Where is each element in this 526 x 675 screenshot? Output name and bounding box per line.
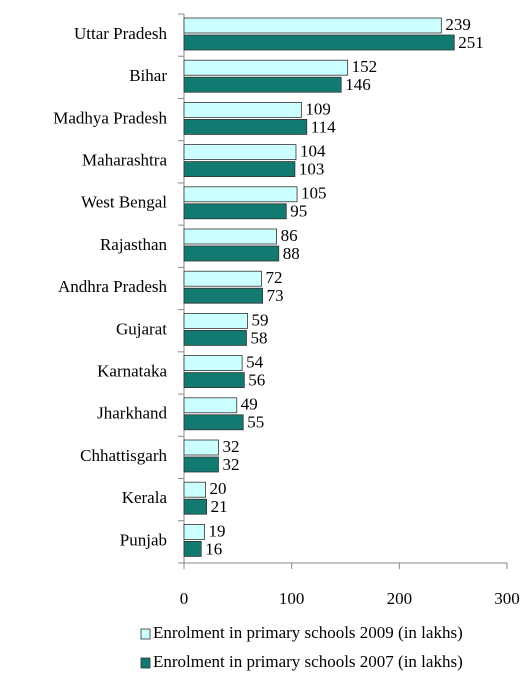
data-label: 49 <box>241 395 258 414</box>
bar <box>183 312 248 329</box>
data-label: 32 <box>222 455 239 474</box>
y-tick-label: Kerala <box>122 488 168 507</box>
y-tick-label: Uttar Pradesh <box>74 24 168 43</box>
bar <box>183 541 202 557</box>
y-tick-label: Gujarat <box>116 319 167 338</box>
x-tick-label: 0 <box>180 589 189 608</box>
bar <box>183 59 349 76</box>
bar <box>183 287 263 304</box>
bar <box>183 203 287 220</box>
bar <box>183 102 302 118</box>
data-label: 56 <box>248 371 265 390</box>
bar <box>183 456 219 473</box>
y-tick-label: Bihar <box>129 66 167 85</box>
data-label: 104 <box>300 142 326 161</box>
y-tick-label: West Bengal <box>81 193 167 212</box>
bar <box>183 524 205 540</box>
x-tick-label: 100 <box>279 589 305 608</box>
y-tick-label: Madhya Pradesh <box>53 108 167 127</box>
data-label: 19 <box>208 521 225 540</box>
data-label: 239 <box>445 15 471 34</box>
data-label: 105 <box>301 184 327 203</box>
bar <box>183 414 244 431</box>
bar <box>183 186 298 203</box>
bar <box>183 245 280 262</box>
data-label: 95 <box>290 202 307 221</box>
bar <box>183 144 297 161</box>
bar <box>183 228 277 245</box>
bar <box>183 34 455 51</box>
y-tick-label: Maharashtra <box>82 151 167 170</box>
data-label: 59 <box>252 310 269 329</box>
bar <box>183 76 342 93</box>
data-label: 103 <box>299 160 325 179</box>
data-label: 55 <box>247 413 264 432</box>
bar <box>183 119 308 135</box>
bar <box>183 270 262 287</box>
legend-marker <box>140 657 151 669</box>
data-label: 58 <box>250 328 267 347</box>
legend-label: Enrolment in primary schools 2009 (in la… <box>153 623 463 642</box>
bar <box>183 481 206 498</box>
x-tick-label: 200 <box>387 589 413 608</box>
data-label: 54 <box>246 353 264 372</box>
y-tick-label: Jharkhand <box>97 404 167 423</box>
bar <box>183 17 442 34</box>
data-label: 16 <box>205 539 222 558</box>
legend-marker <box>140 628 151 640</box>
y-tick-label: Punjab <box>120 530 167 549</box>
data-label: 86 <box>281 226 298 245</box>
bar <box>183 329 247 346</box>
data-label: 109 <box>305 99 331 118</box>
data-label: 72 <box>266 268 283 287</box>
y-tick-label: Rajasthan <box>100 235 168 254</box>
data-label: 152 <box>352 57 378 76</box>
bar <box>183 372 245 389</box>
data-label: 20 <box>210 479 227 498</box>
bar <box>183 161 296 178</box>
bar <box>183 397 238 414</box>
data-label: 21 <box>211 497 228 516</box>
data-label: 88 <box>283 244 300 263</box>
bar <box>183 498 208 515</box>
bar <box>183 355 243 372</box>
y-tick-label: Chhattisgarh <box>80 446 167 465</box>
data-label: 73 <box>267 286 284 305</box>
bar <box>183 439 219 456</box>
data-label: 32 <box>222 437 239 456</box>
y-tick-label: Karnataka <box>97 362 167 381</box>
data-label: 146 <box>345 75 371 94</box>
data-label: 251 <box>458 33 484 52</box>
data-label: 114 <box>311 117 336 136</box>
legend-label: Enrolment in primary schools 2007 (in la… <box>153 652 463 671</box>
x-tick-label: 300 <box>494 589 520 608</box>
y-tick-label: Andhra Pradesh <box>58 277 168 296</box>
